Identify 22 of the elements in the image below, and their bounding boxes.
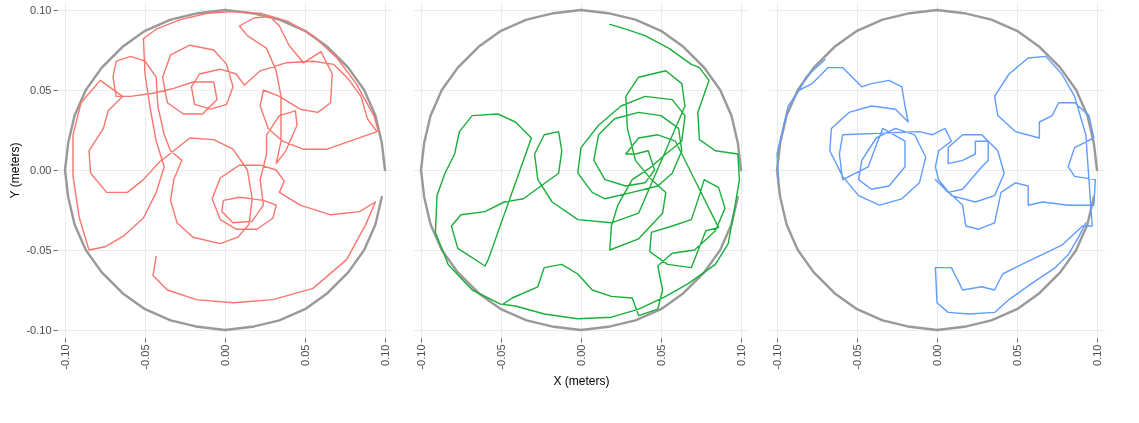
x-tick-label: 0.10 bbox=[378, 344, 391, 366]
x-tick-label: -0.05 bbox=[850, 344, 863, 370]
y-tick-label: 0.05 bbox=[30, 83, 52, 96]
x-tick-label: 0.05 bbox=[298, 344, 311, 366]
x-tick-label: -0.10 bbox=[414, 344, 427, 370]
x-axis-title: X (meters) bbox=[553, 373, 610, 388]
x-tick-label: -0.05 bbox=[138, 344, 151, 370]
x-tick-label: -0.10 bbox=[58, 344, 71, 370]
y-tick-label: -0.10 bbox=[26, 323, 52, 336]
y-axis-title: Y (meters) bbox=[8, 142, 23, 199]
x-tick-label: -0.05 bbox=[494, 344, 507, 370]
y-tick-label: 0.00 bbox=[30, 163, 52, 176]
x-tick-label: 0.00 bbox=[218, 344, 231, 366]
x-tick-label: 0.00 bbox=[930, 344, 943, 366]
y-tick-label: -0.05 bbox=[26, 243, 52, 256]
x-tick-label: -0.10 bbox=[770, 344, 783, 370]
x-tick-label: 0.10 bbox=[734, 344, 747, 366]
x-tick-label: 0.05 bbox=[1010, 344, 1023, 366]
y-tick-label: 0.10 bbox=[30, 3, 52, 16]
x-tick-label: 0.00 bbox=[574, 344, 587, 366]
x-tick-label: 0.10 bbox=[1090, 344, 1103, 366]
x-tick-label: 0.05 bbox=[654, 344, 667, 366]
